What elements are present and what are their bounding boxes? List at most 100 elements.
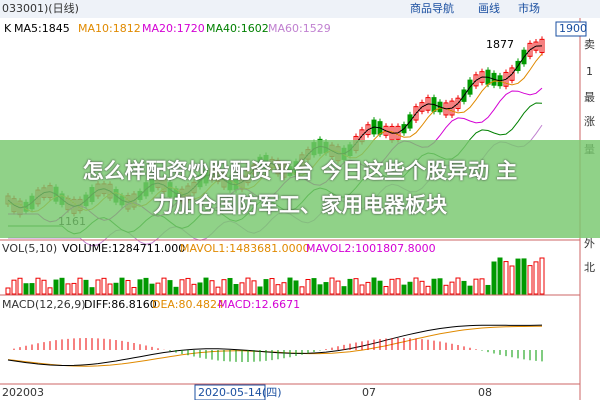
volume-bar	[395, 278, 401, 295]
volume-bar	[11, 279, 17, 295]
volume-bar	[107, 283, 113, 295]
tab[interactable]: 市场	[518, 1, 540, 15]
tab[interactable]: 商品导航	[410, 1, 454, 15]
headline: 怎么样配资炒股配资平台 今日这些个股异动 主	[82, 159, 518, 183]
volume-bar	[173, 286, 179, 295]
volume-bar	[485, 284, 491, 295]
volume-bar	[23, 283, 29, 295]
side-label[interactable]: 外	[584, 237, 595, 250]
time-label: 2020-05-14(四)	[198, 386, 282, 399]
volume-bar	[467, 285, 473, 295]
volume-bar	[407, 281, 413, 295]
volume-bar	[491, 261, 497, 295]
volume-bar	[131, 286, 137, 295]
volume-bar	[281, 282, 287, 295]
volume-bar	[161, 277, 167, 295]
diff-line	[7, 324, 543, 366]
volume-bar	[443, 284, 449, 295]
volume-bar	[197, 282, 203, 295]
price-box-text: 1900	[559, 22, 587, 35]
stock-code: 033001)(日线)	[2, 1, 79, 15]
side-label[interactable]: 卖	[584, 38, 595, 51]
headline: 力加仓国防军工、家用电器板块	[153, 193, 447, 217]
side-label[interactable]: 最	[584, 91, 595, 104]
volume-bar	[101, 277, 107, 295]
volume-bar	[191, 283, 197, 295]
ma-label: MA10:1812	[78, 22, 141, 35]
volume-bar	[323, 282, 329, 295]
volume-bar	[347, 278, 353, 295]
volume-bar	[47, 287, 53, 295]
volume-bar	[77, 277, 83, 295]
side-label[interactable]: 1	[586, 65, 593, 78]
high-label: 1877	[486, 38, 514, 51]
time-label: 08	[478, 386, 492, 399]
volume-bar	[227, 277, 233, 295]
ma-label: MA5:1845	[14, 22, 70, 35]
volume-bar	[17, 277, 23, 295]
ma-label: MA20:1720	[142, 22, 205, 35]
volume-bar	[353, 278, 359, 295]
volume-bar	[401, 284, 407, 295]
macd-label: DEA:80.4824	[152, 298, 224, 311]
volume-bar	[245, 277, 251, 295]
volume-bar	[239, 282, 245, 295]
volume-bar	[305, 278, 311, 295]
volume-bar	[503, 261, 509, 295]
volume-bar	[149, 283, 155, 295]
volume-bar	[143, 277, 149, 295]
volume-bar	[299, 286, 305, 295]
volume-bar	[449, 281, 455, 295]
volume-bar	[317, 284, 323, 295]
volume-bar	[209, 280, 215, 295]
volume-bar	[425, 285, 431, 295]
ma-label: MA40:1602	[206, 22, 269, 35]
volume-bar	[527, 265, 533, 295]
volume-bar	[473, 278, 479, 295]
volume-bar	[59, 277, 65, 295]
panel-label: MACD(12,26,9)	[2, 298, 86, 311]
macd-label: DIFF:86.8160	[84, 298, 157, 311]
volume-bar	[221, 279, 227, 295]
time-label: 202003	[2, 386, 44, 399]
volume-bar	[53, 279, 59, 295]
volume-bar	[155, 282, 161, 295]
volume-bar	[437, 278, 443, 295]
volume-bar	[203, 277, 209, 295]
macd-label: MACD:12.6671	[218, 298, 300, 311]
volume-bar	[167, 280, 173, 295]
panel-label: VOL(5,10)	[2, 242, 57, 255]
volume-bar	[311, 278, 317, 295]
side-label[interactable]: 涨	[584, 115, 595, 128]
volume-bar	[371, 277, 377, 295]
volume-bar	[359, 284, 365, 295]
volume-bar	[413, 277, 419, 295]
volume-bar	[215, 286, 221, 295]
volume-bar	[233, 284, 239, 295]
volume-bar	[29, 283, 35, 295]
volume-bar	[383, 285, 389, 295]
volume-bar	[179, 279, 185, 295]
volume-bar	[35, 277, 41, 295]
volume-bar	[5, 287, 11, 295]
volume-bar	[539, 257, 545, 295]
tab[interactable]: 画线	[478, 1, 500, 15]
side-label[interactable]: 北	[584, 261, 595, 274]
volume-bar	[41, 279, 47, 295]
volume-bar	[431, 278, 437, 295]
vol-label: VOLUME:1284711.000	[62, 242, 185, 255]
volume-bar	[65, 283, 71, 295]
volume-bar	[113, 282, 119, 295]
price-box	[555, 21, 587, 37]
volume-bar	[521, 258, 527, 295]
volume-bar	[365, 281, 371, 295]
volume-bar	[263, 279, 269, 295]
volume-bar	[293, 280, 299, 295]
headline-banner: 怎么样配资炒股配资平台 今日这些个股异动 主 力加仓国防军工、家用电器板块	[0, 140, 600, 238]
volume-bar	[125, 279, 131, 295]
volume-bar	[533, 261, 539, 295]
ma-label: MA60:1529	[268, 22, 331, 35]
volume-bar	[389, 278, 395, 295]
top-bar	[0, 0, 600, 18]
